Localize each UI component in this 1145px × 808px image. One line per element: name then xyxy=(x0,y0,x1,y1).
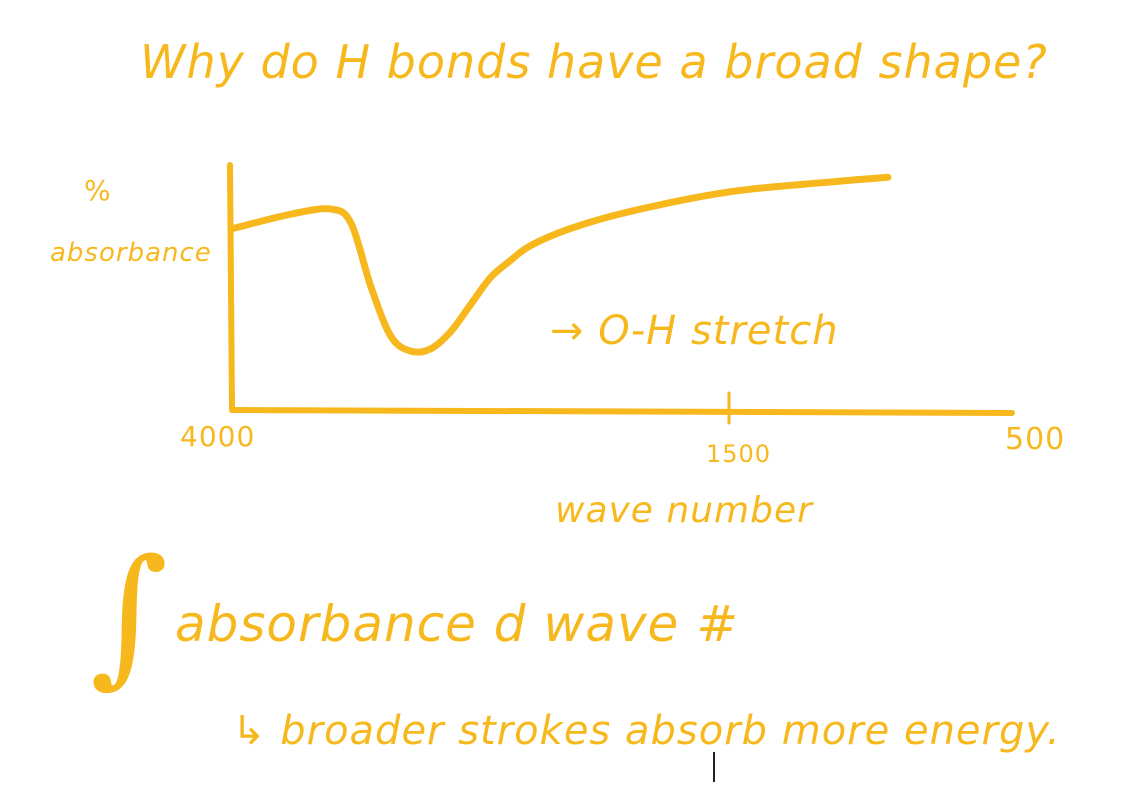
x-tick-label-1500: 1500 xyxy=(706,440,772,468)
absorbance-curve xyxy=(228,173,892,356)
x-axis xyxy=(229,407,1015,416)
y-axis-unit: % xyxy=(84,174,112,207)
integral-expression: absorbance d wave # xyxy=(175,595,740,653)
integral-icon: ∫ xyxy=(90,528,170,702)
y-axis-label: absorbance xyxy=(50,238,212,268)
x-tick-label-500: 500 xyxy=(1005,422,1066,457)
x-tick-label-4000: 4000 xyxy=(180,420,256,453)
oh-stretch-annotation: → O-H stretch xyxy=(550,308,839,354)
text-cursor xyxy=(713,752,715,782)
page-title: Why do H bonds have a broad shape? xyxy=(140,35,1048,89)
y-axis xyxy=(227,162,235,413)
footnote: ↳ broader strokes absorb more energy. xyxy=(232,708,1061,754)
x-axis-label: wave number xyxy=(555,490,813,531)
